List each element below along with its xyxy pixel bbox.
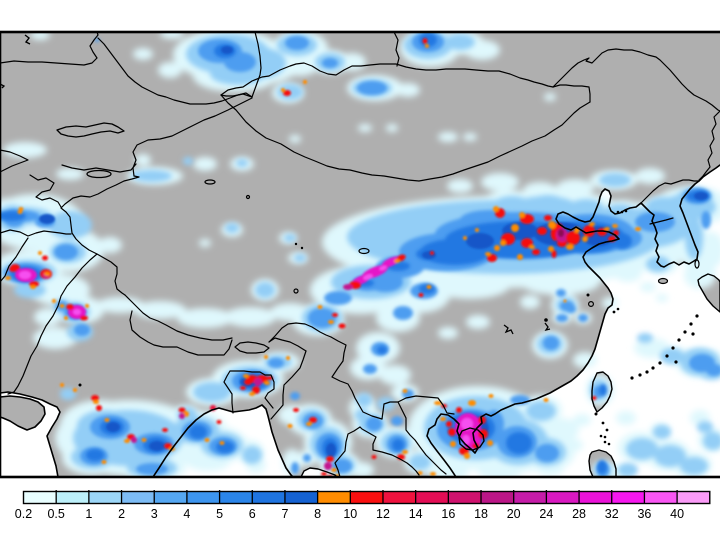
svg-text:14: 14 [409,507,423,521]
svg-text:5: 5 [216,507,223,521]
svg-text:36: 36 [637,507,651,521]
svg-text:7: 7 [281,507,288,521]
svg-text:6: 6 [249,507,256,521]
svg-text:18: 18 [474,507,488,521]
svg-text:40: 40 [670,507,684,521]
svg-text:1: 1 [85,507,92,521]
svg-text:0.2: 0.2 [15,507,32,521]
svg-text:10: 10 [343,507,357,521]
svg-text:2: 2 [118,507,125,521]
svg-text:8: 8 [314,507,321,521]
svg-text:3: 3 [151,507,158,521]
svg-text:28: 28 [572,507,586,521]
svg-text:4: 4 [183,507,190,521]
svg-text:12: 12 [376,507,390,521]
svg-text:32: 32 [605,507,619,521]
svg-text:20: 20 [507,507,521,521]
svg-text:0.5: 0.5 [47,507,64,521]
svg-text:24: 24 [539,507,553,521]
svg-text:16: 16 [441,507,455,521]
